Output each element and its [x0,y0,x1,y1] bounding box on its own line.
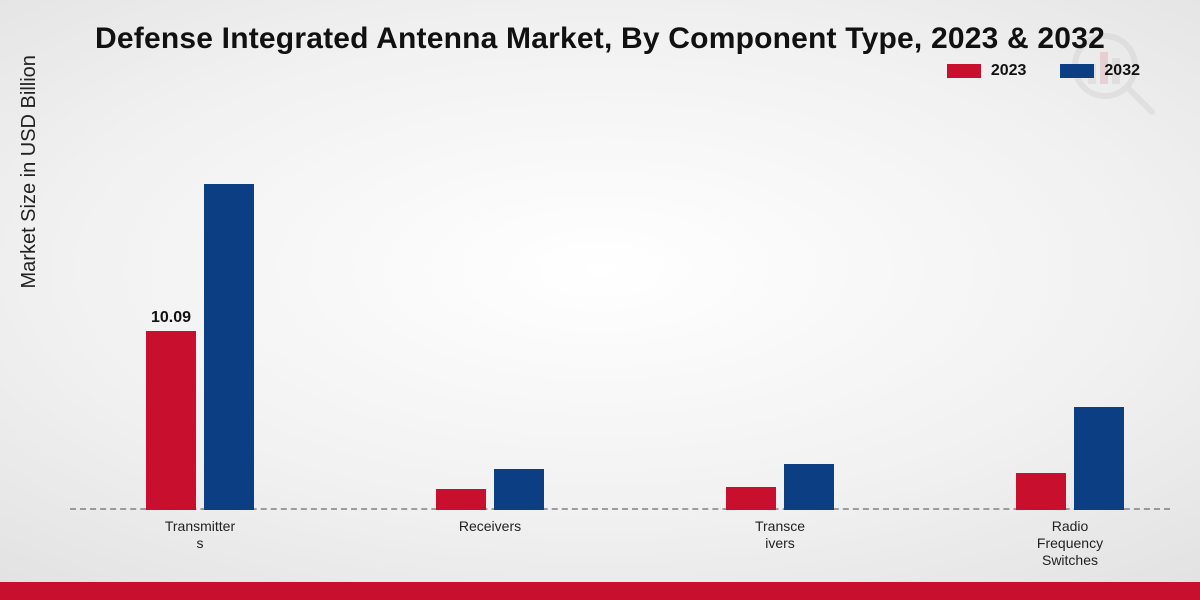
bar [784,464,834,510]
bar: 10.09 [146,331,196,510]
x-axis-category-label: Radio Frequency Switches [990,510,1150,568]
x-axis-category-label: Receivers [410,510,570,535]
legend-item-2032: 2032 [1060,62,1140,80]
bar-value-label: 10.09 [146,309,196,327]
legend: 2023 2032 [947,62,1140,80]
x-axis-category-label: Transmitter s [120,510,280,552]
legend-swatch-2023 [947,64,981,78]
legend-label-2032: 2032 [1104,62,1140,80]
footer-accent-band [0,582,1200,600]
bar [726,487,776,510]
bar [436,489,486,510]
legend-swatch-2032 [1060,64,1094,78]
chart-title: Defense Integrated Antenna Market, By Co… [0,22,1200,56]
legend-label-2023: 2023 [991,62,1027,80]
bar [1074,407,1124,510]
x-axis-category-label: Transce ivers [700,510,860,552]
bar [1016,473,1066,510]
plot-area: 10.09Transmitter sReceiversTransce ivers… [70,120,1170,510]
bar [204,184,254,510]
bar [494,469,544,510]
chart-stage: Defense Integrated Antenna Market, By Co… [0,0,1200,600]
y-axis-label: Market Size in USD Billion [18,55,41,288]
legend-item-2023: 2023 [947,62,1027,80]
